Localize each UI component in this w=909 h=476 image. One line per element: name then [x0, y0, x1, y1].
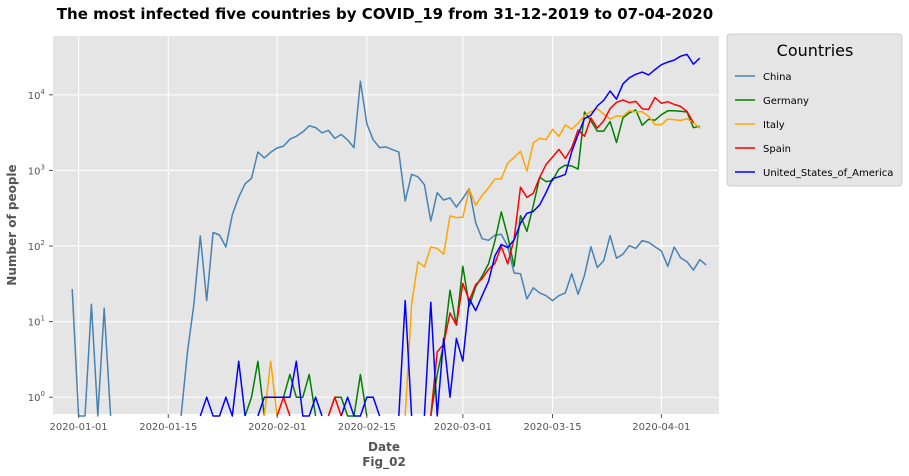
series-line-spain — [327, 396, 342, 417]
legend-label: Italy — [763, 120, 785, 131]
series-line-united-states-of-america — [257, 360, 323, 417]
y-tick-label: 103 — [28, 163, 45, 177]
legend-items: China Germany Italy Spain United_States_of_A… — [735, 72, 893, 179]
legend-item-united-states-of-america: United_States_of_America — [735, 168, 893, 179]
series-germany — [244, 109, 700, 417]
legend-label: Spain — [763, 144, 791, 155]
y-tick-label: 101 — [28, 315, 45, 329]
series-united-states-of-america — [199, 53, 701, 417]
y-tick-exponent: 3 — [41, 163, 45, 171]
series-line-united-states-of-america — [398, 299, 413, 417]
chart-title: The most infected five countries by COVI… — [57, 5, 713, 23]
y-tick-base: 10 — [28, 318, 41, 329]
y-tick-base: 10 — [28, 242, 41, 253]
y-tick-exponent: 4 — [41, 88, 46, 96]
x-tick-label: 2020-04-01 — [632, 422, 690, 433]
legend-item-china: China — [735, 72, 792, 83]
legend-title: Countries — [777, 41, 854, 60]
y-tick-base: 10 — [28, 393, 41, 404]
y-tick-base: 10 — [28, 91, 41, 102]
y-tick-label: 100 — [28, 390, 45, 404]
x-tick-label: 2020-03-15 — [523, 422, 581, 433]
series-line-united-states-of-america — [423, 53, 701, 417]
x-tick-label: 2020-02-15 — [338, 422, 396, 433]
legend-label: Germany — [763, 96, 809, 107]
legend-label: China — [763, 72, 792, 83]
series-line-italy — [404, 107, 701, 417]
y-tick-label: 102 — [28, 239, 45, 253]
legend: Countries China Germany Italy Spain United_S… — [726, 33, 903, 187]
x-tick-label: 2020-01-15 — [139, 422, 197, 433]
x-tick-label: 2020-03-01 — [434, 422, 492, 433]
series-line-china — [180, 80, 707, 417]
series-line-spain — [430, 96, 695, 417]
x-tick-label: 2020-02-01 — [248, 422, 306, 433]
plot-area — [53, 36, 719, 414]
series-lines — [71, 53, 707, 417]
y-tick-exponent: 0 — [41, 390, 45, 398]
y-axis-label: Number of people — [5, 164, 19, 285]
y-tick-label: 104 — [28, 88, 46, 102]
series-line-united-states-of-america — [340, 396, 381, 417]
series-line-germany — [282, 373, 317, 417]
legend-item-germany: Germany — [735, 96, 809, 107]
series-line-united-states-of-america — [199, 360, 246, 417]
legend-box — [726, 33, 903, 187]
series-line-germany — [430, 109, 700, 417]
x-ticks: 2020-01-01 2020-01-15 2020-02-01 2020-02-15… — [50, 414, 690, 433]
x-axis-label: Date — [368, 440, 400, 454]
figure-caption: Fig_02 — [362, 455, 406, 470]
y-tick-base: 10 — [28, 166, 41, 177]
legend-item-italy: Italy — [735, 120, 785, 131]
y-tick-exponent: 1 — [41, 315, 45, 323]
legend-item-spain: Spain — [735, 144, 791, 155]
series-line-germany — [244, 360, 266, 417]
x-tick-label: 2020-01-01 — [50, 422, 108, 433]
y-tick-exponent: 2 — [41, 239, 45, 247]
legend-label: United_States_of_America — [763, 168, 893, 179]
